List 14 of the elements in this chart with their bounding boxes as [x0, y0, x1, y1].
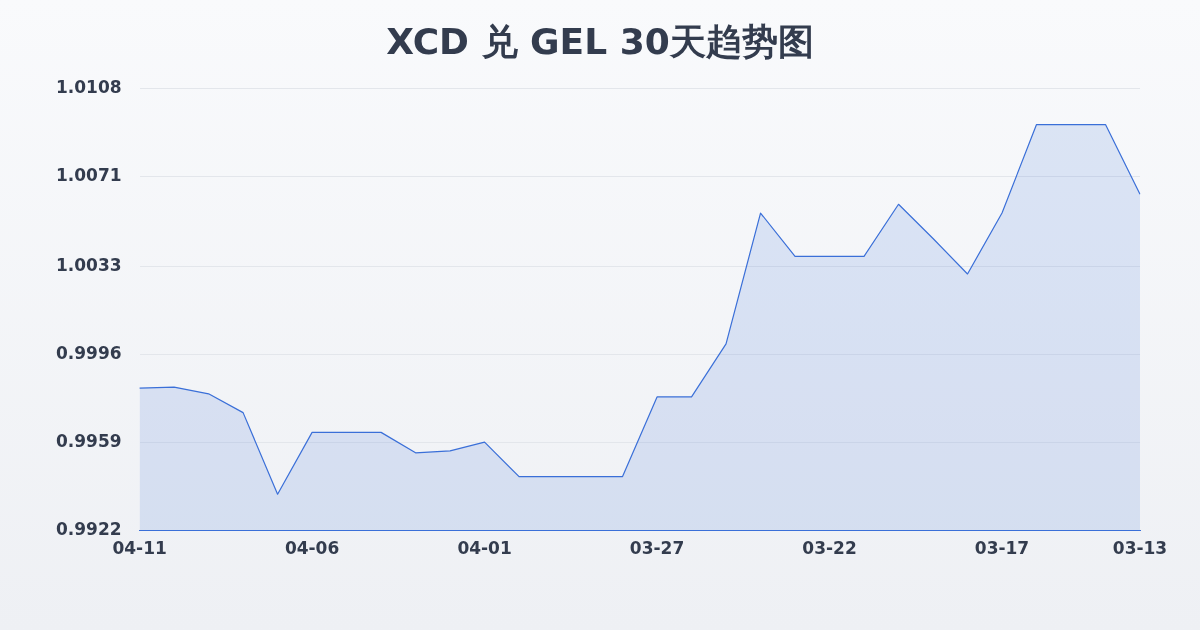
x-tick-label: 04-11: [112, 538, 167, 559]
y-tick-label: 0.9959: [55, 431, 122, 452]
x-tick-label: 03-22: [802, 538, 857, 559]
y-tick-label: 1.0033: [55, 255, 122, 276]
y-tick-label: 0.9996: [55, 343, 122, 364]
y-tick-label: 1.0071: [55, 164, 122, 185]
y-tick-label: 1.0108: [55, 76, 122, 97]
chart-title: XCD 兑 GEL 30天趋势图: [385, 20, 815, 64]
y-tick-label: 0.9922: [55, 519, 122, 540]
x-tick-label: 03-27: [629, 538, 685, 559]
x-tick-label: 04-01: [457, 538, 512, 559]
x-tick-label: 04-06: [284, 538, 340, 559]
x-tick-label: 03-13: [1112, 538, 1168, 559]
x-tick-label: 03-17: [974, 538, 1030, 559]
